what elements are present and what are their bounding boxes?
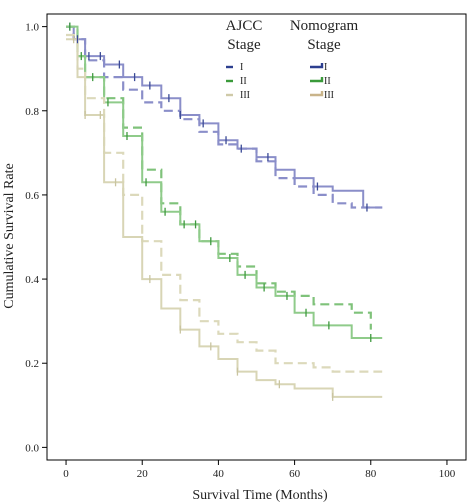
- legend-swatch-nomogram-II: [310, 77, 324, 83]
- y-tick-label-3: 0.6: [25, 190, 39, 202]
- legend-swatch-nomogram-I: [310, 63, 324, 69]
- x-axis-label: Survival Time (Months): [192, 488, 328, 503]
- legend-label-ajcc-I: I: [240, 62, 243, 73]
- legend-ajcc-title-line2: Stage: [227, 37, 261, 53]
- y-tick-label-2: 0.4: [25, 274, 39, 286]
- x-tick-label-3: 60: [289, 468, 301, 480]
- legend-nomogram-title-line2: Stage: [307, 37, 341, 53]
- x-tick-label-5: 100: [439, 468, 456, 480]
- curve-nomogram-stage-III: [66, 38, 383, 398]
- y-tick-label-4: 0.8: [25, 106, 39, 118]
- legend-ajcc-title-line1: AJCC: [226, 18, 263, 34]
- curve-nomogram-stage-II: [66, 25, 383, 339]
- legend-nomogram-title-line1: Nomogram: [290, 18, 359, 34]
- y-tick-label-0: 0.0: [25, 442, 39, 454]
- ticks: 0 20 40 60 80 100 0.0 0.2 0.4 0.6 0.8 1.0: [25, 22, 455, 480]
- y-axis-label: Cumulative Survival Rate: [2, 163, 17, 308]
- legend-label-ajcc-II: II: [240, 76, 247, 87]
- legend-label-ajcc-III: III: [240, 90, 250, 101]
- y-tick-label-5: 1.0: [25, 22, 39, 34]
- curve-nomogram-stage-I: [66, 25, 383, 209]
- axes: [46, 13, 467, 461]
- survival-curves: [66, 25, 383, 398]
- curve-ajcc-stage-III: [66, 33, 383, 373]
- plot-frame: [46, 13, 467, 461]
- censor-marks: [69, 22, 372, 401]
- curve-ajcc-stage-I: [66, 25, 383, 209]
- x-tick-label-2: 40: [213, 468, 225, 480]
- x-tick-label-1: 20: [137, 468, 149, 480]
- legend-label-nomogram-I: I: [324, 62, 327, 73]
- x-tick-label-0: 0: [63, 468, 69, 480]
- legend-swatch-nomogram-III: [310, 91, 324, 97]
- y-tick-label-1: 0.2: [25, 358, 39, 370]
- legend-label-nomogram-II: II: [324, 76, 331, 87]
- x-tick-label-4: 80: [365, 468, 377, 480]
- legend-label-nomogram-III: III: [324, 90, 334, 101]
